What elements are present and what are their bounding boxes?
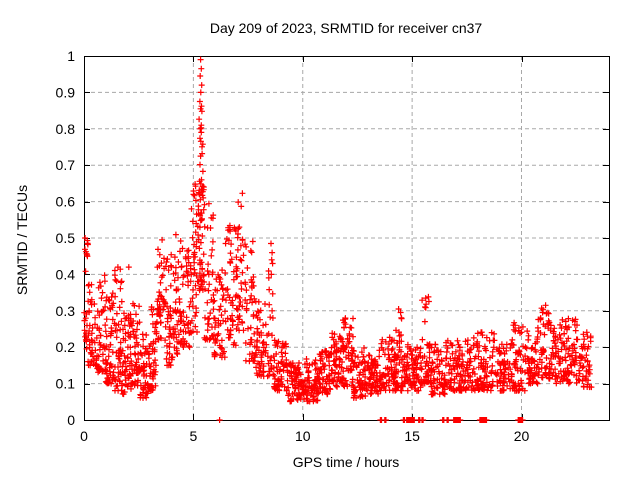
x-tick-label: 15 <box>404 428 420 444</box>
y-tick-label: 0.4 <box>56 266 76 282</box>
zero-markers <box>216 417 526 423</box>
y-tick-label: 0.2 <box>56 339 76 355</box>
y-tick-label: 0 <box>67 412 75 428</box>
y-tick-label: 0.9 <box>56 84 76 100</box>
y-tick-label: 0.1 <box>56 376 76 392</box>
x-tick-label: 20 <box>514 428 530 444</box>
x-tick-label: 10 <box>295 428 311 444</box>
x-axis-title: GPS time / hours <box>292 454 400 470</box>
y-tick-label: 0.5 <box>56 230 76 246</box>
y-tick-label: 1 <box>67 48 75 64</box>
y-tick-label: 0.8 <box>56 121 76 137</box>
y-tick-label: 0.7 <box>56 157 76 173</box>
y-tick-label: 0.3 <box>56 303 76 319</box>
y-tick-label: 0.6 <box>56 194 76 210</box>
x-tick-label: 0 <box>80 428 88 444</box>
grid-lines <box>84 56 609 420</box>
chart-title: Day 209 of 2023, SRMTID for receiver cn3… <box>209 20 483 36</box>
x-tick-label: 5 <box>189 428 197 444</box>
scatter-points <box>81 56 595 405</box>
